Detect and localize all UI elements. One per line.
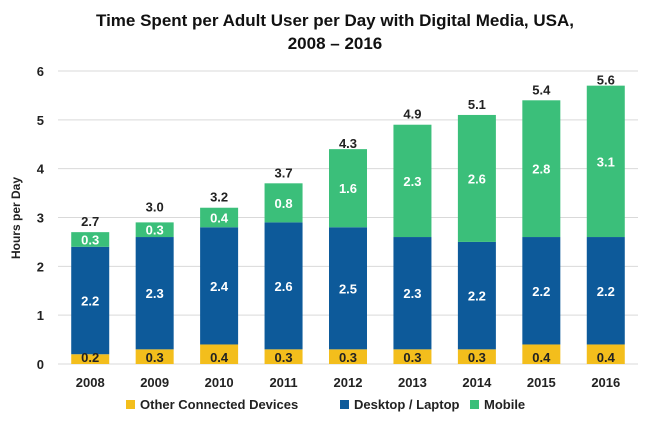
bar-segment-other-connected-devices-2012 (329, 349, 367, 364)
chart-title-line-1: Time Spent per Adult User per Day with D… (96, 11, 574, 30)
bar-segment-desktop-laptop-2014 (457, 241, 496, 350)
bar-segment-desktop-laptop-2009 (135, 237, 174, 350)
x-tick-label: 2009 (140, 375, 169, 390)
bar-segment-desktop-laptop-2011 (264, 222, 303, 350)
legend-swatch-other-connected-devices (126, 400, 135, 409)
x-tick-label: 2016 (591, 375, 620, 390)
legend-label: Desktop / Laptop (354, 397, 460, 412)
segment-value-label: 2.2 (597, 284, 615, 299)
segment-value-label: 2.6 (468, 171, 486, 186)
bar-segment-other-connected-devices-2015 (522, 344, 561, 364)
total-value-label: 3.7 (275, 165, 293, 180)
bar-segment-other-connected-devices-2016 (586, 344, 625, 364)
segment-value-label: 0.2 (81, 350, 99, 365)
bar-segment-other-connected-devices-2010 (200, 344, 239, 364)
chart-title-line-2: 2008 – 2016 (288, 34, 383, 53)
segment-value-label: 2.3 (403, 286, 421, 301)
y-tick-label: 6 (37, 64, 44, 79)
y-axis-label: Hours per Day (9, 177, 23, 259)
segment-value-label: 2.2 (468, 289, 486, 304)
bars (71, 85, 625, 364)
segment-value-label: 0.4 (597, 350, 616, 365)
segment-value-label: 0.4 (210, 211, 229, 226)
segment-value-label: 2.2 (532, 284, 550, 299)
x-tick-label: 2010 (205, 375, 234, 390)
y-tick-label: 2 (37, 259, 44, 274)
segment-value-label: 1.6 (339, 181, 357, 196)
bar-segment-mobile-2016 (586, 85, 625, 238)
x-axis-ticks: 2008 2009 2010 2011 2012 2013 2014 2015 2016 (76, 375, 620, 390)
bar-segment-desktop-laptop-2012 (329, 227, 367, 350)
y-axis-ticks: 0 1 2 3 4 5 6 (37, 64, 45, 372)
bar-segment-mobile-2012 (329, 149, 367, 228)
segment-value-label: 2.4 (210, 279, 229, 294)
bar-segment-mobile-2009 (135, 222, 174, 238)
bar-segment-other-connected-devices-2008 (71, 354, 110, 364)
total-value-label: 5.4 (532, 82, 551, 97)
y-tick-label: 0 (37, 357, 44, 372)
x-tick-label: 2012 (334, 375, 363, 390)
total-value-label: 4.3 (339, 136, 357, 151)
x-tick-label: 2015 (527, 375, 556, 390)
bar-segment-other-connected-devices-2011 (264, 349, 303, 364)
segment-value-label: 0.3 (81, 232, 99, 247)
segment-value-label: 2.3 (403, 174, 421, 189)
segment-value-label: 2.2 (81, 294, 99, 309)
bar-segment-desktop-laptop-2015 (522, 237, 561, 345)
total-value-label: 2.7 (81, 214, 99, 229)
segment-value-label: 0.3 (403, 350, 421, 365)
legend-swatch-desktop-laptop (340, 400, 349, 409)
segment-value-label: 0.4 (210, 350, 229, 365)
y-tick-label: 3 (37, 211, 44, 226)
x-tick-label: 2008 (76, 375, 105, 390)
bar-segment-mobile-2008 (71, 232, 110, 247)
legend-swatch-mobile (470, 400, 479, 409)
y-tick-label: 4 (37, 162, 45, 177)
bar-segment-desktop-laptop-2008 (71, 246, 110, 355)
segment-value-label: 0.4 (532, 350, 551, 365)
bar-segment-mobile-2015 (522, 100, 561, 238)
segment-value-label: 2.3 (146, 286, 164, 301)
segment-value-label: 2.5 (339, 281, 357, 296)
segment-value-label: 0.3 (146, 223, 164, 238)
segment-value-label: 3.1 (597, 154, 615, 169)
total-value-label: 5.6 (597, 73, 615, 88)
data-labels: 0.2 2.2 0.3 2.7 0.3 2.3 0.3 3.0 0.4 2.4 0.4 3.2 0.3 2… (81, 73, 615, 365)
segment-value-label: 0.3 (339, 350, 357, 365)
bar-segment-desktop-laptop-2016 (586, 237, 625, 345)
segment-value-label: 2.8 (532, 162, 550, 177)
y-tick-label: 1 (37, 308, 44, 323)
x-tick-label: 2014 (462, 375, 492, 390)
bar-segment-mobile-2011 (264, 183, 303, 223)
total-value-label: 3.2 (210, 190, 228, 205)
segment-value-label: 0.3 (275, 350, 293, 365)
bar-segment-other-connected-devices-2013 (393, 349, 432, 364)
legend: Other Connected Devices Desktop / Laptop M… (126, 397, 525, 412)
total-value-label: 3.0 (146, 200, 164, 215)
y-tick-label: 5 (37, 113, 44, 128)
bar-segment-mobile-2014 (457, 114, 496, 242)
segment-value-label: 2.6 (275, 279, 293, 294)
bar-segment-mobile-2010 (200, 207, 239, 228)
segment-value-label: 0.3 (468, 350, 486, 365)
bar-segment-desktop-laptop-2010 (200, 227, 239, 345)
bar-segment-other-connected-devices-2009 (135, 349, 174, 364)
bar-segment-other-connected-devices-2014 (457, 349, 496, 364)
total-value-label: 4.9 (403, 107, 421, 122)
bar-segment-mobile-2013 (393, 124, 432, 238)
segment-value-label: 0.8 (275, 196, 293, 211)
total-value-label: 5.1 (468, 97, 486, 112)
x-tick-label: 2011 (269, 375, 297, 390)
legend-label: Mobile (484, 397, 525, 412)
segment-value-label: 0.3 (146, 350, 164, 365)
x-tick-label: 2013 (398, 375, 427, 390)
legend-label: Other Connected Devices (140, 397, 298, 412)
bar-segment-desktop-laptop-2013 (393, 237, 432, 350)
